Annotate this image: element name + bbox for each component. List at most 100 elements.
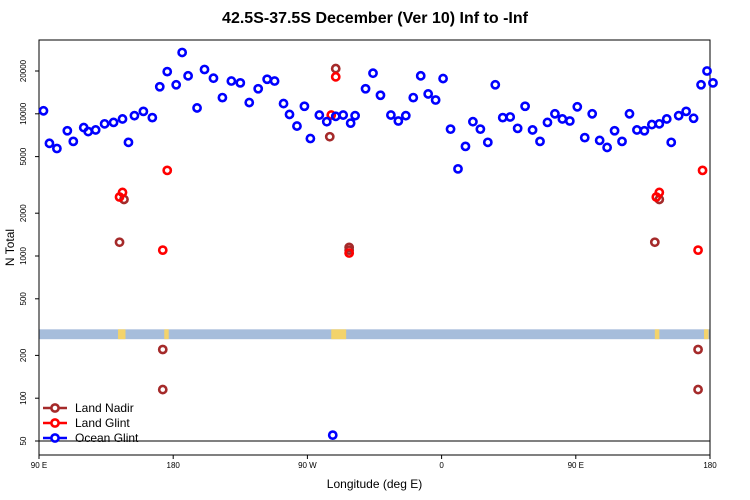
legend-label: Land Glint <box>75 416 130 430</box>
data-point <box>697 165 708 176</box>
series-land-glint <box>114 71 708 258</box>
data-point <box>162 66 173 77</box>
data-point <box>51 143 62 154</box>
data-point <box>579 132 590 143</box>
data-point <box>646 119 657 130</box>
data-point <box>617 136 627 147</box>
data-point <box>708 77 718 88</box>
data-point <box>654 187 665 198</box>
data-point <box>147 112 158 123</box>
data-point <box>632 125 642 135</box>
plot-frame <box>38 39 711 456</box>
data-point <box>445 124 456 135</box>
data-point <box>208 73 219 84</box>
data-point <box>217 92 228 103</box>
ocean-band <box>39 329 710 340</box>
data-point <box>512 123 523 134</box>
y-axis-label: N Total <box>3 229 17 266</box>
data-point <box>482 137 493 148</box>
data-point <box>360 83 371 94</box>
y-tick-label: 50 <box>19 436 28 445</box>
data-point <box>602 142 613 153</box>
data-point <box>157 344 168 355</box>
data-point <box>490 79 501 90</box>
data-point <box>344 248 355 258</box>
x-tick-label: 0 <box>439 461 444 470</box>
legend-marker <box>50 418 60 428</box>
land-segment <box>654 329 660 340</box>
data-point <box>564 116 575 126</box>
data-point <box>278 98 289 109</box>
data-point <box>460 141 471 152</box>
x-axis: 90 E 180 90 W 0 90 E 180 <box>31 455 717 470</box>
data-point <box>330 63 341 74</box>
data-point <box>666 137 677 148</box>
data-point <box>321 116 332 127</box>
data-point <box>681 106 692 117</box>
data-point <box>673 110 684 121</box>
data-point <box>649 237 660 248</box>
chart-title: 42.5S-37.5S December (Ver 10) Inf to -In… <box>222 10 528 27</box>
data-point <box>99 118 110 129</box>
data-point <box>90 125 101 135</box>
land-segment <box>164 329 169 340</box>
data-point <box>550 108 560 119</box>
x-tick-label: 90 E <box>568 461 584 470</box>
data-point <box>400 110 411 121</box>
data-point <box>693 384 703 395</box>
data-point <box>375 90 386 101</box>
data-point <box>350 110 361 121</box>
data-points <box>38 47 718 441</box>
legend-label: Land Nadir <box>75 401 134 415</box>
data-point <box>269 76 280 86</box>
data-point <box>324 131 335 142</box>
data-point <box>386 110 396 120</box>
land-segment <box>331 329 347 340</box>
data-point <box>497 112 508 123</box>
legend-label: Ocean Glint <box>75 431 139 445</box>
data-point <box>696 79 706 90</box>
x-tick-label: 90 W <box>298 461 317 470</box>
data-point <box>688 113 699 124</box>
data-point <box>415 70 426 81</box>
data-point <box>520 101 531 112</box>
data-point <box>609 125 620 136</box>
data-point <box>408 92 419 103</box>
data-point <box>594 135 605 146</box>
data-point <box>542 117 553 128</box>
data-point <box>183 70 194 81</box>
data-point <box>368 68 378 79</box>
data-point <box>468 116 478 127</box>
legend-marker <box>50 433 60 443</box>
data-point <box>154 81 165 92</box>
y-tick-label: 100 <box>19 391 28 405</box>
data-point <box>299 101 310 112</box>
data-point <box>226 76 237 86</box>
data-point <box>244 97 255 108</box>
x-tick-label: 180 <box>703 461 717 470</box>
data-point <box>192 103 202 113</box>
data-point <box>393 116 404 126</box>
y-tick-label: 20000 <box>19 59 28 82</box>
series-ocean-glint <box>38 47 718 441</box>
y-tick-label: 200 <box>19 348 28 362</box>
data-point <box>117 187 128 198</box>
data-point <box>624 108 635 119</box>
data-point <box>129 110 140 121</box>
data-point <box>693 344 703 355</box>
data-point <box>475 124 486 135</box>
land-ocean-band <box>39 329 710 340</box>
legend-marker <box>50 403 60 413</box>
data-point <box>83 126 94 137</box>
data-point <box>338 110 349 120</box>
x-tick-label: 180 <box>167 461 181 470</box>
data-point <box>314 110 325 120</box>
y-axis: 50 100 200 500 1000 2000 5000 10000 20000 <box>19 59 39 445</box>
data-point <box>235 77 246 88</box>
data-point <box>572 101 583 112</box>
data-point <box>654 118 665 129</box>
data-point <box>157 245 168 256</box>
data-point <box>330 71 341 82</box>
